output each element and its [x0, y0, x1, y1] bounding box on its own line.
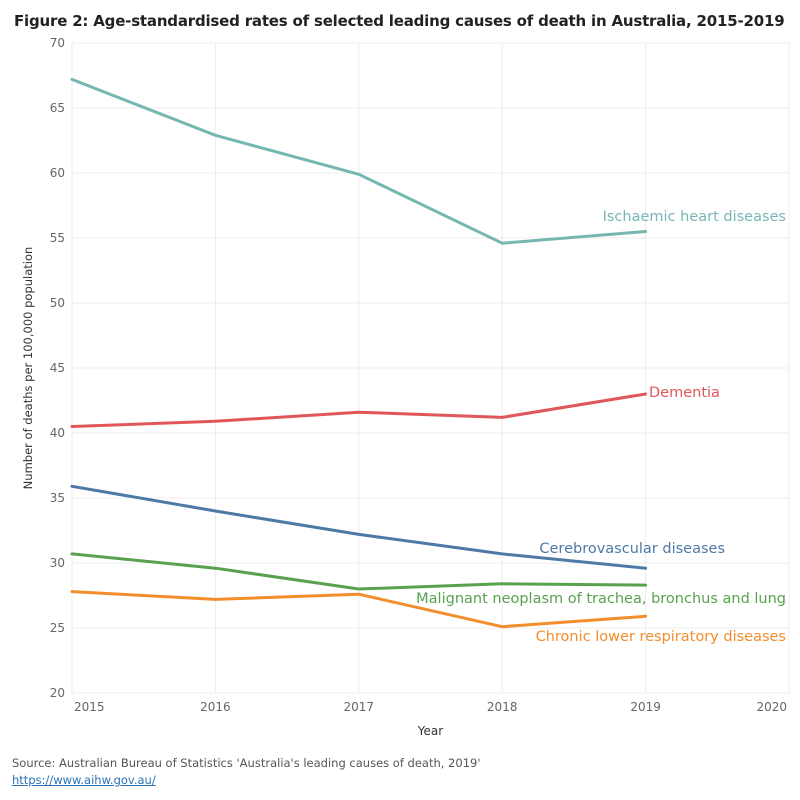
series-label: Cerebrovascular diseases [539, 541, 725, 557]
y-tick-label: 40 [50, 426, 65, 440]
series-label: Dementia [649, 385, 720, 401]
source-note: Source: Australian Bureau of Statistics … [12, 756, 481, 770]
x-tick-label: 2015 [74, 700, 105, 714]
y-axis-title: Number of deaths per 100,000 population [21, 247, 35, 490]
series-line [70, 552, 648, 591]
x-tick-label: 2016 [200, 700, 231, 714]
series-line [70, 392, 648, 428]
page-title: Figure 2: Age-standardised rates of sele… [14, 12, 785, 30]
y-tick-label: 20 [50, 686, 65, 700]
y-tick-label: 65 [50, 101, 65, 115]
x-tick-label: 2020 [756, 700, 787, 714]
y-tick-label: 55 [50, 231, 65, 245]
y-tick-label: 35 [50, 491, 65, 505]
source-link[interactable]: https://www.aihw.gov.au/ [12, 773, 156, 787]
y-tick-label: 70 [50, 36, 65, 50]
x-tick-label: 2018 [487, 700, 518, 714]
x-tick-label: 2017 [344, 700, 375, 714]
y-tick-label: 30 [50, 556, 65, 570]
y-tick-label: 25 [50, 621, 65, 635]
series-label: Malignant neoplasm of trachea, bronchus … [416, 591, 786, 607]
series-line [70, 484, 648, 570]
x-axis-title: Year [417, 724, 443, 738]
y-tick-label: 45 [50, 361, 65, 375]
y-tick-label: 50 [50, 296, 65, 310]
y-tick-label: 60 [50, 166, 65, 180]
series-label: Ischaemic heart diseases [603, 209, 786, 225]
x-tick-label: 2019 [630, 700, 661, 714]
series-line [70, 77, 648, 245]
series-label: Chronic lower respiratory diseases [536, 629, 786, 645]
series-line [70, 590, 648, 629]
